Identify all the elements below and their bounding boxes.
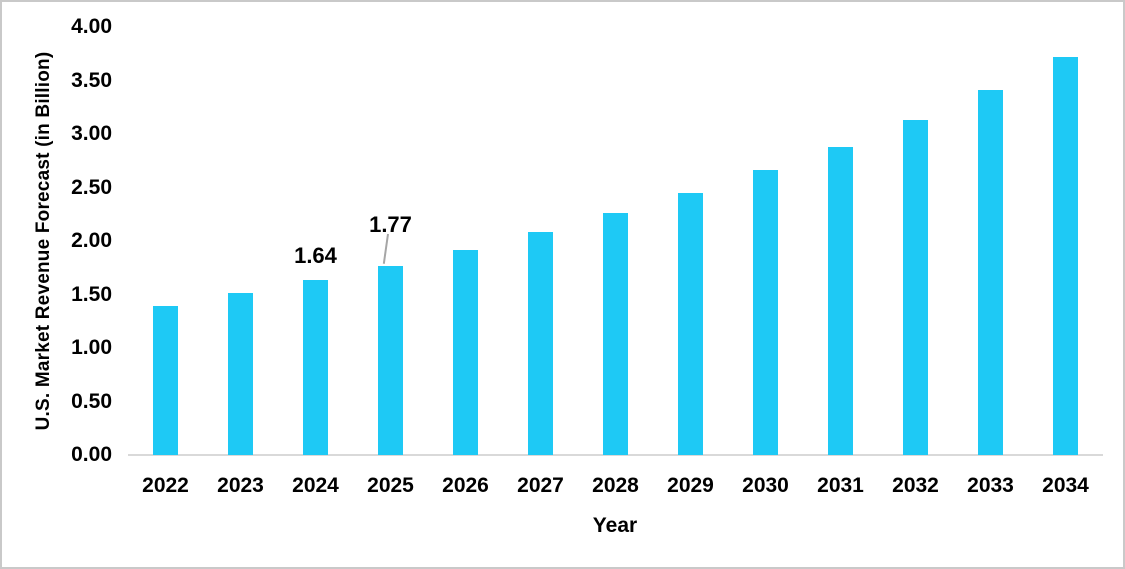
bar-2027 (528, 232, 553, 455)
y-axis-tick-label: 1.00 (71, 336, 112, 359)
data-label-2025: 1.77 (369, 212, 412, 237)
data-label-leader-line (382, 233, 389, 264)
x-axis-tick-label: 2028 (592, 474, 639, 497)
x-axis-tick-label: 2033 (967, 474, 1014, 497)
x-axis-tick-label: 2034 (1042, 474, 1089, 497)
y-axis-tick-label: 2.50 (71, 175, 112, 199)
y-axis-tick-label: 3.50 (71, 68, 112, 92)
x-axis-tick-label: 2027 (517, 474, 564, 497)
y-axis-tick-label: 2.00 (71, 229, 112, 252)
bar-2026 (453, 250, 478, 455)
x-axis-tick-label: 2024 (292, 474, 339, 497)
x-axis-title: Year (592, 514, 638, 537)
x-axis-line (128, 454, 1103, 456)
data-label-2024: 1.64 (294, 243, 337, 268)
y-axis-tick-label: 0.00 (71, 443, 112, 466)
y-axis-tick-label: 4.00 (71, 15, 112, 38)
x-axis-tick-label: 2030 (742, 474, 789, 497)
x-axis-tick-label: 2023 (217, 474, 264, 497)
bar-2028 (603, 213, 628, 455)
x-axis-tick-label: 2026 (442, 474, 489, 497)
bar-2034 (1053, 57, 1078, 455)
bar-2029 (678, 193, 703, 455)
y-axis-tick-label: 3.00 (71, 122, 112, 145)
bar-2025 (378, 266, 403, 455)
y-axis-tick-label: 1.50 (71, 282, 112, 306)
x-axis-tick-label: 2029 (667, 474, 714, 497)
bar-2023 (228, 293, 253, 455)
x-axis-tick-label: 2025 (367, 474, 414, 497)
x-axis-tick-label: 2032 (892, 474, 939, 497)
x-axis-tick-label: 2022 (142, 474, 189, 497)
bar-2022 (153, 306, 178, 455)
bar-2024 (303, 280, 328, 455)
bar-2031 (828, 147, 853, 455)
bar-2032 (903, 120, 928, 455)
y-axis-tick-label: 0.50 (71, 389, 112, 413)
bar-2030 (753, 170, 778, 455)
bar-2033 (978, 90, 1003, 455)
x-axis-tick-label: 2031 (817, 474, 864, 497)
